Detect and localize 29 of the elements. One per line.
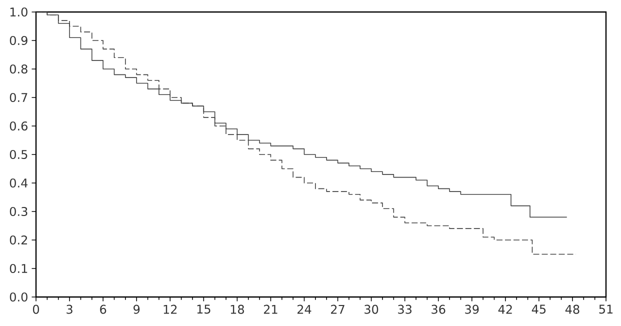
x-tick-label: 24 xyxy=(297,304,312,314)
x-tick-label: 21 xyxy=(264,304,278,314)
y-tick-label: 0.0 xyxy=(10,292,28,302)
x-tick-label: 36 xyxy=(432,304,446,314)
x-tick-label: 12 xyxy=(164,304,177,314)
x-tick-label: 45 xyxy=(532,304,546,314)
x-tick-label: 51 xyxy=(599,304,613,314)
y-tick-label: 0.2 xyxy=(10,235,28,245)
x-tick-label: 0 xyxy=(32,304,40,314)
x-tick-label: 48 xyxy=(565,304,580,314)
y-tick-label: 0.9 xyxy=(10,36,28,46)
y-tick-label: 0.6 xyxy=(10,121,28,131)
y-tick-label: 0.7 xyxy=(10,92,28,102)
x-tick-label: 9 xyxy=(134,304,140,314)
x-tick-label: 30 xyxy=(364,304,378,314)
x-tick-label: 3 xyxy=(66,304,72,314)
x-tick-label: 39 xyxy=(465,304,479,314)
y-tick-label: 1.0 xyxy=(10,7,28,17)
x-tick-label: 6 xyxy=(100,304,106,314)
x-tick-label: 18 xyxy=(230,304,244,314)
x-tick-label: 33 xyxy=(398,304,412,314)
y-tick-label: 0.5 xyxy=(10,150,28,160)
y-tick-label: 0.3 xyxy=(10,206,28,216)
y-tick-label: 0.8 xyxy=(10,64,28,74)
x-tick-label: 27 xyxy=(331,304,344,314)
y-tick-label: 0.1 xyxy=(10,264,28,274)
x-tick-label: 15 xyxy=(197,304,210,314)
x-tick-label: 42 xyxy=(498,304,512,314)
y-tick-label: 0.4 xyxy=(10,178,28,188)
